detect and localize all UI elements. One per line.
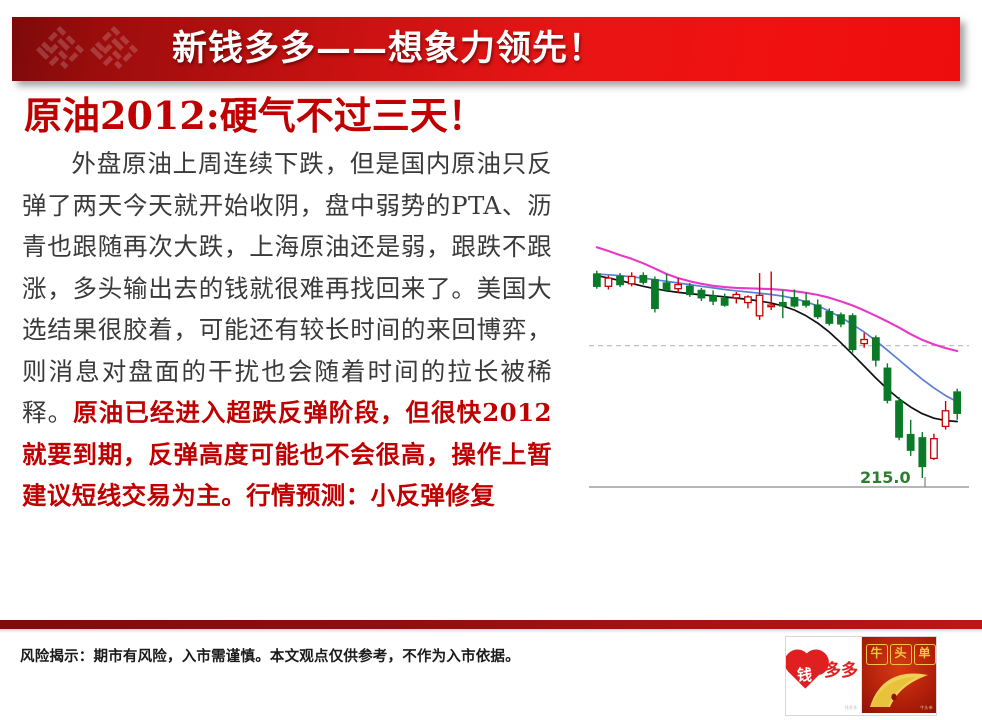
candle — [674, 278, 683, 293]
page-title: 原油2012:硬气不过三天！ — [24, 93, 486, 138]
chart-axis — [589, 477, 969, 488]
article-body: 外盘原油上周连续下跌，但是国内原油只反弹了两天今天就开始收阴，盘中弱势的PTA、… — [22, 143, 552, 517]
qianduoduo-text: 多多 — [824, 661, 858, 681]
candle — [918, 432, 927, 478]
candle — [592, 270, 601, 289]
qianduoduo-logo: 钱 多多 钱多多 — [786, 637, 862, 713]
chart-candles — [592, 270, 962, 478]
qianduoduo-heart-char: 钱 — [797, 666, 813, 684]
candle — [860, 333, 869, 348]
footer-divider — [0, 620, 982, 633]
candlestick-chart-svg — [589, 246, 969, 488]
candle — [871, 335, 880, 367]
candle — [616, 273, 624, 288]
bull-horn-icon — [869, 673, 928, 707]
niutoudan-char-2: 头 — [889, 644, 912, 665]
candle — [802, 292, 810, 308]
candle — [825, 308, 834, 326]
candle — [906, 419, 915, 456]
brand-banner: 新钱多多——想象力领先！ — [12, 17, 960, 81]
candle — [941, 401, 950, 430]
candle — [709, 290, 717, 306]
candle — [732, 292, 741, 304]
candle — [604, 275, 613, 290]
candle — [662, 274, 671, 292]
double-diamond-watermark-icon — [35, 25, 139, 70]
niutoudan-char-3: 单 — [913, 644, 936, 665]
niutoudan-watermark: 牛头单 — [920, 705, 933, 710]
candle — [685, 283, 694, 297]
candle — [813, 299, 822, 319]
qianduoduo-watermark: 钱多多 — [844, 705, 858, 710]
risk-disclaimer: 风险揭示：期市有风险，入市需谨慎。本文观点仅供参考，不作为入市依据。 — [20, 648, 520, 665]
brand-title: 新钱多多——想象力领先！ — [172, 27, 605, 69]
niutoudan-char-1: 牛 — [865, 644, 888, 665]
candle — [930, 433, 938, 460]
candlestick-chart — [583, 205, 975, 500]
niutoudan-logo: 牛 头 单 牛头单 — [861, 637, 936, 713]
candle — [953, 388, 962, 420]
page-header: 新钱多多——想象力领先！ — [0, 0, 982, 100]
candle — [697, 287, 706, 301]
niutoudan-char-row: 牛 头 单 — [865, 644, 936, 665]
article-paragraph-plain: 外盘原油上周连续下跌，但是国内原油只反弹了两天今天就开始收阴，盘中弱势的PTA、… — [22, 149, 552, 427]
candle — [778, 290, 787, 319]
candle — [790, 289, 799, 308]
candle — [720, 293, 729, 307]
candle — [651, 276, 659, 313]
candle — [883, 363, 892, 404]
footer-logo-strip: 钱 多多 钱多多 牛 头 单 牛头单 — [785, 636, 937, 716]
price-label: 215.0 — [860, 468, 911, 487]
candle — [848, 313, 857, 353]
article-paragraph-highlight: 原油已经进入超跌反弹阶段，但很快2012就要到期，反弹高度可能也不会很高，操作上… — [22, 398, 552, 510]
candle — [837, 312, 845, 328]
candle — [767, 271, 776, 310]
candle — [744, 295, 752, 309]
candle — [639, 272, 648, 285]
chart-ma-lines — [595, 246, 959, 423]
candle — [895, 396, 903, 441]
candle — [627, 272, 636, 287]
candle — [755, 273, 764, 320]
